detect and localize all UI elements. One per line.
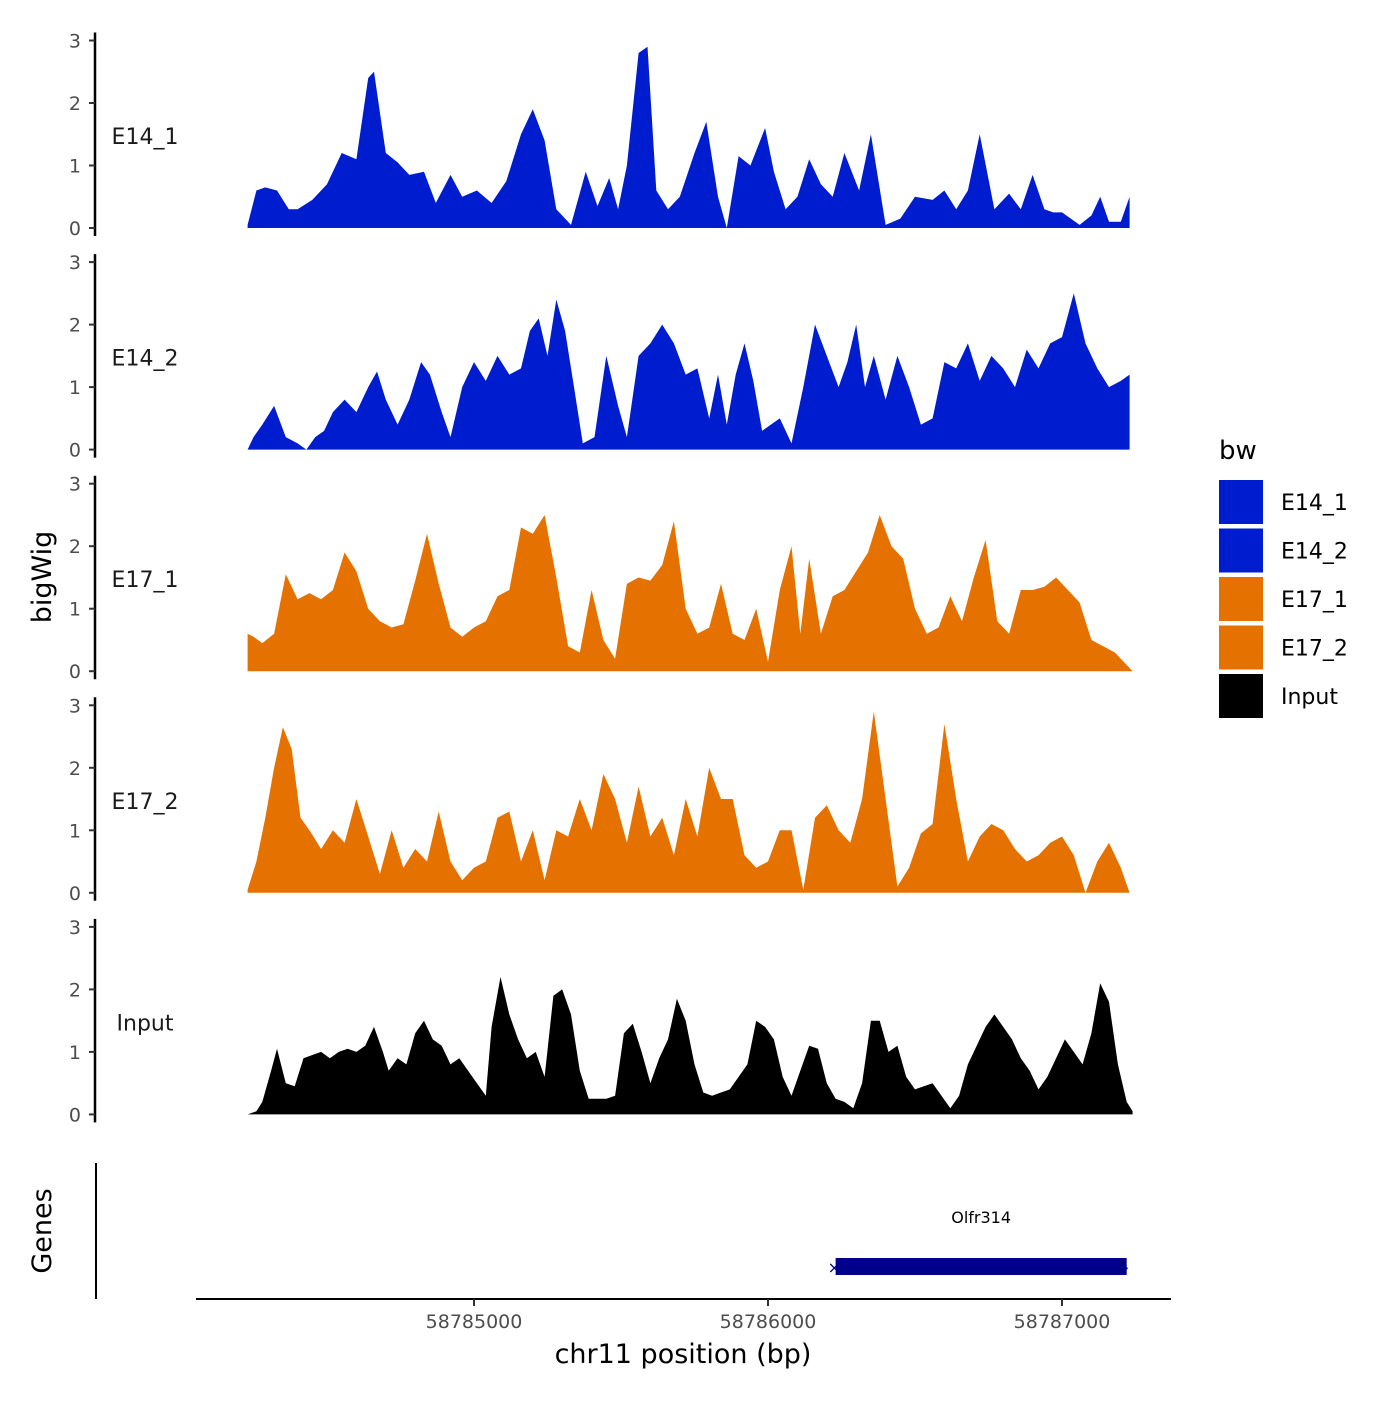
gene-strand-icon: ×	[828, 1258, 841, 1277]
y-tick-label: 3	[69, 252, 81, 274]
track-label-E14_1: E14_1	[112, 125, 179, 150]
y-tick-label: 2	[69, 536, 81, 558]
x-axis-title: chr11 position (bp)	[555, 1339, 812, 1370]
legend-swatch-E17_2	[1219, 625, 1263, 670]
legend-title: bw	[1219, 436, 1257, 466]
y-tick-label: 0	[69, 440, 81, 462]
legend-label-Input: Input	[1281, 685, 1338, 710]
legend: bw E14_1 E14_2 E17_1 E17_2 Input	[1219, 436, 1348, 718]
legend-swatch-E17_1	[1219, 577, 1263, 621]
y-tick-label: 3	[69, 695, 81, 717]
genes-panel: Genes × › Olfr314	[27, 1163, 1129, 1299]
legend-label-E17_2: E17_2	[1281, 637, 1348, 662]
y-tick-label: 1	[69, 156, 81, 178]
y-tick-label: 1	[69, 599, 81, 621]
track-label-E14_2: E14_2	[112, 347, 179, 372]
y-tick-label: 0	[69, 1104, 81, 1126]
signal-area-Input	[247, 976, 1133, 1115]
signal-area-E14_2	[247, 293, 1130, 450]
track-E17_1: 0 1 2 3 E17_1	[69, 474, 1133, 683]
y-tick-label: 2	[69, 979, 81, 1001]
track-label-E17_1: E17_1	[112, 568, 179, 593]
y-tick-label: 1	[69, 377, 81, 399]
x-tick-label: 58787000	[1014, 1311, 1111, 1333]
signal-area-E14_1	[247, 46, 1130, 228]
y-tick-label: 1	[69, 820, 81, 842]
y-tick-label: 0	[69, 218, 81, 240]
track-Input: 0 1 2 3 Input	[69, 917, 1133, 1126]
track-E14_1: 0 1 2 3 E14_1	[69, 31, 1130, 240]
y-tick-label: 3	[69, 31, 81, 53]
y-tick-label: 2	[69, 93, 81, 115]
signal-area-E17_1	[247, 515, 1133, 672]
y-axis-title: bigWig	[27, 531, 58, 624]
y-tick-label: 2	[69, 758, 81, 780]
legend-label-E14_2: E14_2	[1281, 540, 1348, 565]
y-tick-label: 3	[69, 917, 81, 939]
gene-label-Olfr314: Olfr314	[951, 1208, 1011, 1227]
track-E14_2: 0 1 2 3 E14_2	[69, 252, 1130, 462]
legend-swatch-E14_1	[1219, 480, 1263, 524]
signal-area-E17_2	[247, 711, 1130, 893]
track-panels: 0 1 2 3 E14_1 0 1 2 3 E14_2 0 1 2 3 E17_1 0 1 2 3 E17_2 0 1 2 3…	[69, 31, 1133, 1126]
y-tick-label: 3	[69, 474, 81, 496]
y-tick-label: 0	[69, 661, 81, 683]
legend-swatch-Input	[1219, 674, 1263, 718]
x-axis: chr11 position (bp) 58785000 58786000 5878…	[196, 1298, 1171, 1370]
x-tick-label: 58785000	[426, 1311, 523, 1333]
track-E17_2: 0 1 2 3 E17_2	[69, 695, 1130, 905]
legend-swatch-E14_2	[1219, 528, 1263, 573]
gene-end-icon: ›	[1123, 1258, 1129, 1277]
y-tick-label: 1	[69, 1042, 81, 1064]
legend-label-E17_1: E17_1	[1281, 588, 1348, 613]
gene-body-Olfr314	[835, 1258, 1127, 1275]
genes-axis-title: Genes	[27, 1188, 58, 1273]
track-label-Input: Input	[117, 1011, 174, 1036]
x-tick-label: 58786000	[720, 1311, 817, 1333]
y-tick-label: 0	[69, 883, 81, 905]
legend-label-E14_1: E14_1	[1281, 491, 1348, 516]
track-label-E17_2: E17_2	[112, 790, 179, 815]
y-tick-label: 2	[69, 315, 81, 337]
